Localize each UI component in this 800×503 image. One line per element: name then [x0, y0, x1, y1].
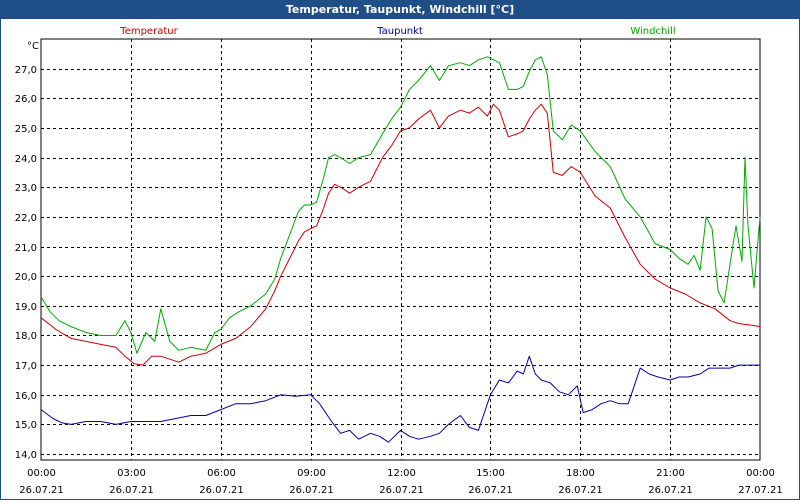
- chart-title: Temperatur, Taupunkt, Windchill [°C]: [285, 3, 515, 16]
- plot-frame: [40, 38, 761, 461]
- y-axis-unit-label: °C: [27, 41, 39, 52]
- y-tick-label: 19,0: [15, 302, 37, 313]
- y-tick-label: 17,0: [15, 361, 37, 372]
- x-tick-time-label: 06:00: [207, 468, 236, 479]
- y-tick-label: 27,0: [15, 65, 37, 76]
- x-tick-time-label: 03:00: [117, 468, 146, 479]
- y-tick-label: 15,0: [15, 420, 37, 431]
- x-tick-date-label: 26.07.21: [289, 485, 334, 496]
- y-tick-label: 20,0: [15, 272, 37, 283]
- chart-svg: 14,0 15,0 16,0 17,0 18,0 19,0 20,0 21,0 22,0 23,0…: [15, 26, 783, 496]
- x-tick-time-label: 15:00: [476, 468, 505, 479]
- y-tick-label: 22,0: [15, 213, 37, 224]
- y-tick-label: 16,0: [15, 391, 37, 402]
- y-tick-label: 21,0: [15, 243, 37, 254]
- x-tick-time-label: 00:00: [27, 468, 56, 479]
- y-tick-label: 26,0: [15, 94, 37, 105]
- x-tick-date-label: 26.07.21: [648, 485, 693, 496]
- y-tick-label: 24,0: [15, 154, 37, 165]
- x-tick-time-label: 21:00: [656, 468, 685, 479]
- x-tick-date-label: 26.07.21: [199, 485, 244, 496]
- y-tick-label: 14,0: [15, 450, 37, 461]
- x-tick-date-label: 27.07.21: [738, 485, 783, 496]
- chart-area: 14,0 15,0 16,0 17,0 18,0 19,0 20,0 21,0 22,0 23,0…: [0, 19, 800, 500]
- y-tick-label: 25,0: [15, 124, 37, 135]
- series-line-temperatur: [40, 103, 761, 366]
- y-tick-label: 18,0: [15, 331, 37, 342]
- x-tick-time-label: 09:00: [297, 468, 326, 479]
- x-tick-date-label: 26.07.21: [379, 485, 424, 496]
- x-tick-date-label: 26.07.21: [109, 485, 154, 496]
- y-tick-label: 23,0: [15, 183, 37, 194]
- x-tick-time-label: 00:00: [746, 468, 775, 479]
- legend-label-taupunkt: Taupunkt: [376, 26, 423, 37]
- x-tick-date-label: 26.07.21: [558, 485, 603, 496]
- chart-title-bar: Temperatur, Taupunkt, Windchill [°C]: [0, 0, 800, 19]
- x-tick-time-label: 12:00: [387, 468, 416, 479]
- x-tick-time-label: 18:00: [566, 468, 595, 479]
- series-line-taupunkt: [40, 355, 760, 443]
- x-tick-date-label: 26.07.21: [19, 485, 64, 496]
- legend-label-windchill: Windchill: [630, 26, 675, 37]
- legend-label-temperatur: Temperatur: [119, 26, 178, 37]
- series-line-windchill: [40, 56, 761, 354]
- x-tick-date-label: 26.07.21: [468, 485, 513, 496]
